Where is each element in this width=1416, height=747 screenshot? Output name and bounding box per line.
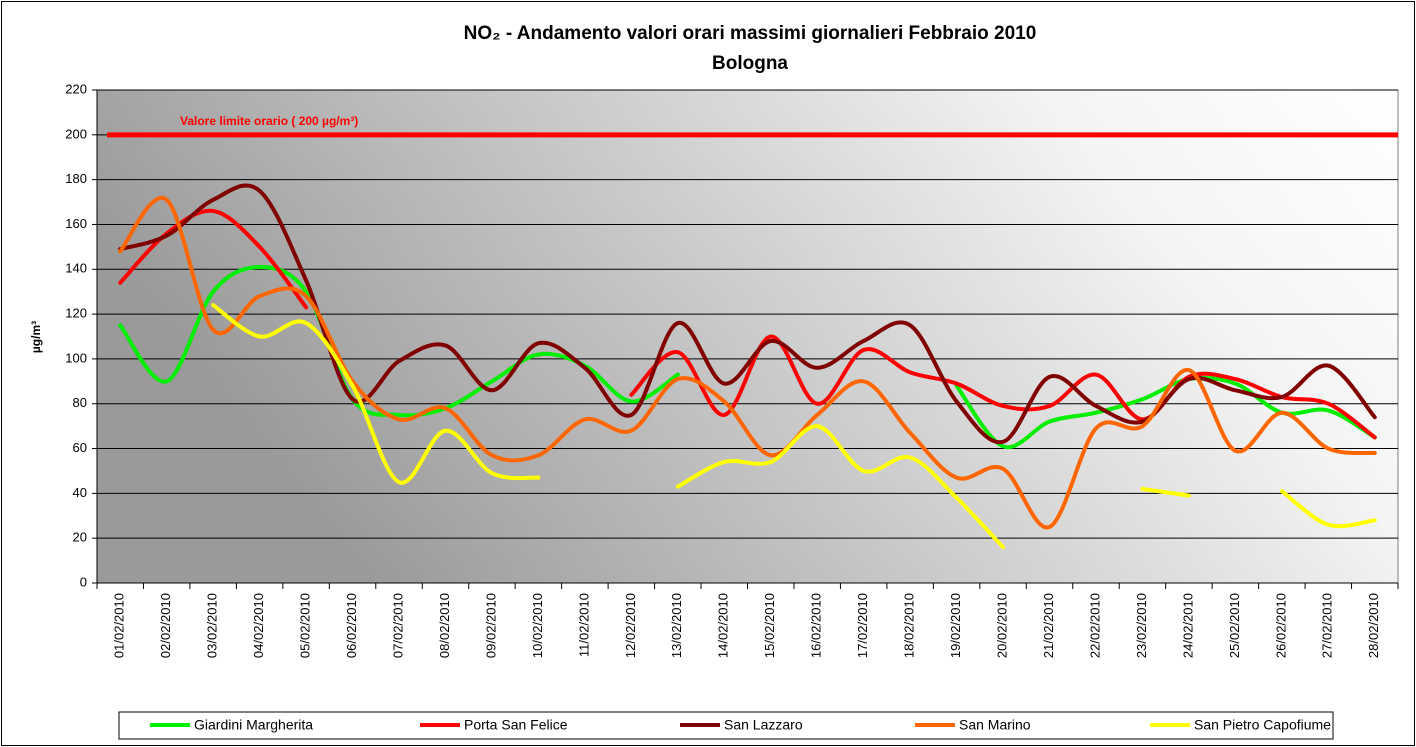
x-tick-label: 27/02/2010 bbox=[1320, 593, 1335, 658]
legend-label: San Pietro Capofiume bbox=[1194, 717, 1331, 733]
x-tick-label: 02/02/2010 bbox=[158, 593, 173, 658]
y-tick-label: 120 bbox=[65, 306, 87, 321]
legend bbox=[118, 711, 1334, 740]
x-tick-label: 13/02/2010 bbox=[669, 593, 684, 658]
x-tick-label: 06/02/2010 bbox=[344, 593, 359, 658]
x-tick-label: 23/02/2010 bbox=[1134, 593, 1149, 658]
x-tick-label: 05/02/2010 bbox=[298, 593, 313, 658]
x-tick-label: 19/02/2010 bbox=[948, 593, 963, 658]
plot-area bbox=[96, 89, 1399, 584]
x-tick-label: 16/02/2010 bbox=[809, 593, 824, 658]
legend-label: San Lazzaro bbox=[724, 717, 803, 733]
x-tick-label: 09/02/2010 bbox=[483, 593, 498, 658]
x-tick-label: 14/02/2010 bbox=[716, 593, 731, 658]
series-line bbox=[1140, 486, 1191, 498]
y-tick-label: 200 bbox=[65, 126, 87, 141]
series-line bbox=[629, 334, 1377, 440]
x-tick-label: 12/02/2010 bbox=[623, 593, 638, 658]
series-line bbox=[954, 375, 1377, 450]
x-tick-label: 11/02/2010 bbox=[576, 593, 591, 657]
x-tick-label: 22/02/2010 bbox=[1087, 593, 1102, 658]
y-axis-label: µg/m³ bbox=[29, 321, 43, 353]
chart-title: NO₂ - Andamento valori orari massimi gio… bbox=[464, 23, 1037, 44]
y-tick-label: 140 bbox=[65, 261, 87, 276]
series-line bbox=[211, 303, 541, 485]
legend-label: San Marino bbox=[959, 717, 1031, 733]
y-tick-label: 220 bbox=[65, 81, 87, 96]
series-line bbox=[118, 208, 309, 310]
x-tick-label: 17/02/2010 bbox=[855, 593, 870, 658]
y-tick-label: 20 bbox=[73, 530, 87, 545]
y-tick-label: 80 bbox=[73, 395, 87, 410]
series-line bbox=[1279, 489, 1377, 529]
y-tick-label: 40 bbox=[73, 485, 87, 500]
x-tick-label: 01/02/2010 bbox=[112, 593, 127, 658]
x-tick-label: 15/02/2010 bbox=[762, 593, 777, 658]
series-line bbox=[118, 195, 1377, 530]
x-tick-label: 10/02/2010 bbox=[530, 593, 545, 658]
x-tick-label: 24/02/2010 bbox=[1180, 593, 1195, 658]
x-tick-label: 08/02/2010 bbox=[437, 593, 452, 658]
y-tick-label: 100 bbox=[65, 350, 87, 365]
legend-label: Porta San Felice bbox=[464, 717, 568, 733]
y-tick-label: 60 bbox=[73, 440, 87, 455]
chart-subtitle: Bologna bbox=[712, 53, 788, 74]
x-tick-label: 20/02/2010 bbox=[994, 593, 1009, 658]
x-tick-label: 28/02/2010 bbox=[1366, 593, 1381, 658]
y-tick-label: 160 bbox=[65, 216, 87, 231]
x-tick-label: 18/02/2010 bbox=[902, 593, 917, 658]
x-tick-label: 25/02/2010 bbox=[1227, 593, 1242, 658]
y-tick-label: 0 bbox=[80, 574, 87, 589]
x-tick-label: 21/02/2010 bbox=[1041, 593, 1056, 658]
x-tick-label: 03/02/2010 bbox=[205, 593, 220, 658]
series-line bbox=[675, 424, 1006, 550]
x-tick-label: 26/02/2010 bbox=[1273, 593, 1288, 658]
y-tick-label: 180 bbox=[65, 171, 87, 186]
x-tick-label: 07/02/2010 bbox=[390, 593, 405, 658]
limit-annotation: Valore limite orario ( 200 µg/m³) bbox=[180, 114, 358, 128]
legend-label: Giardini Margherita bbox=[194, 717, 313, 733]
x-tick-label: 04/02/2010 bbox=[251, 593, 266, 658]
